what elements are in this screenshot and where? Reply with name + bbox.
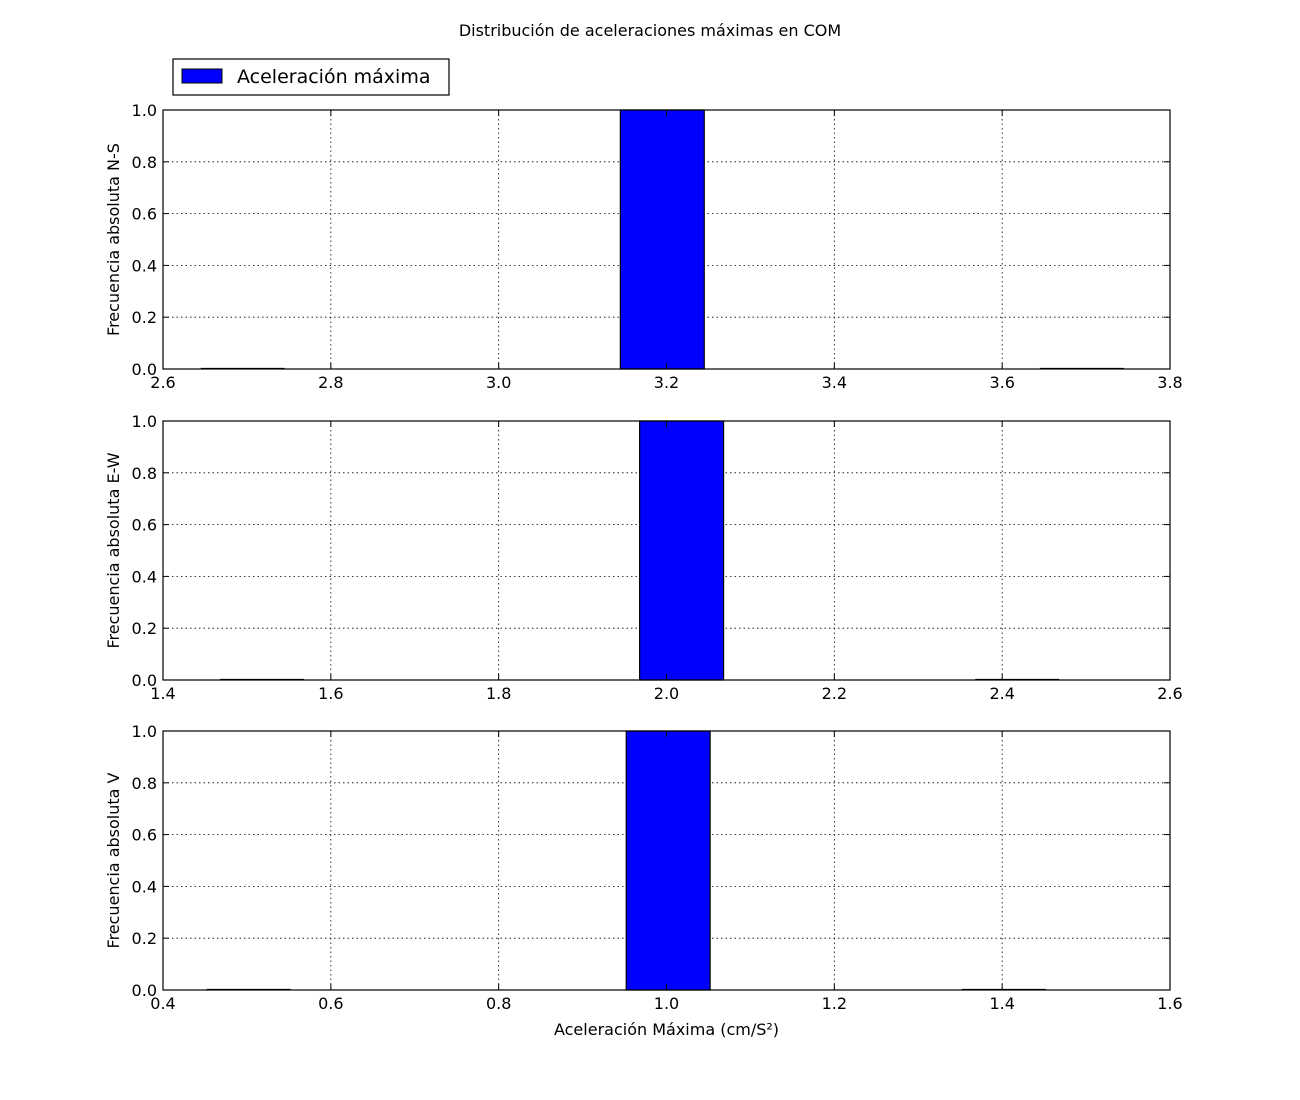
x-tick-label: 3.2 [654, 373, 679, 392]
legend-label: Aceleración máxima [237, 66, 430, 88]
x-tick-label: 1.6 [1157, 994, 1182, 1013]
x-tick-label: 1.6 [318, 684, 343, 703]
x-tick-label: 0.6 [318, 994, 343, 1013]
subplot-2: 1.4 1.6 1.8 2.0 2.2 2.4 2.6 0.0 0.2 0.4 0.6 0.8 1.0 F… [104, 412, 1183, 703]
x-tick-label: 1.2 [822, 994, 847, 1013]
y-axis-label: Frecuencia absoluta V [104, 772, 123, 948]
x-tick-label: 2.6 [150, 373, 175, 392]
y-tick-label: 0.2 [132, 929, 157, 948]
legend: Aceleración máxima [172, 58, 450, 96]
x-tick-label: 3.0 [486, 373, 511, 392]
x-tick-label: 1.8 [486, 684, 511, 703]
y-tick-label: 1.0 [132, 412, 157, 431]
x-tick-label: 0.8 [486, 994, 511, 1013]
histogram-bar [619, 109, 705, 370]
y-tick-label: 0.2 [132, 619, 157, 638]
x-tick-label: 3.4 [822, 373, 847, 392]
x-tick-label: 0.4 [150, 994, 175, 1013]
y-tick-label: 0.0 [132, 671, 157, 690]
histogram-bar [639, 420, 725, 681]
subplots: 2.6 2.8 3.0 3.2 3.4 3.6 3.8 0.0 0.2 0.4 0.6 0.8 1.0 F… [104, 101, 1183, 1039]
x-tick-label: 3.8 [1157, 373, 1182, 392]
x-tick-label: 1.4 [150, 684, 175, 703]
y-tick-label: 0.6 [132, 516, 157, 535]
subplot-1: 2.6 2.8 3.0 3.2 3.4 3.6 3.8 0.0 0.2 0.4 0.6 0.8 1.0 F… [104, 101, 1183, 392]
x-tick-label: 2.4 [989, 684, 1014, 703]
legend-swatch [181, 68, 223, 84]
x-tick-label: 2.8 [318, 373, 343, 392]
y-axis-label: Frecuencia absoluta E-W [104, 452, 123, 648]
y-tick-label: 0.6 [132, 826, 157, 845]
y-axis-label: Frecuencia absoluta N-S [104, 143, 123, 336]
y-tick-label: 0.4 [132, 877, 157, 896]
y-tick-label: 0.0 [132, 360, 157, 379]
y-tick-label: 1.0 [132, 722, 157, 741]
y-tick-label: 0.6 [132, 205, 157, 224]
x-tick-label: 1.0 [654, 994, 679, 1013]
y-tick-label: 0.8 [132, 464, 157, 483]
y-tick-label: 0.8 [132, 774, 157, 793]
figure-title: Distribución de aceleraciones máximas en… [459, 21, 841, 40]
y-tick-label: 0.0 [132, 981, 157, 1000]
y-tick-label: 0.4 [132, 256, 157, 275]
x-tick-label: 2.6 [1157, 684, 1182, 703]
x-tick-label: 2.0 [654, 684, 679, 703]
y-tick-label: 0.4 [132, 567, 157, 586]
x-tick-label: 2.2 [822, 684, 847, 703]
y-tick-label: 1.0 [132, 101, 157, 120]
x-axis-label: Aceleración Máxima (cm/S²) [554, 1020, 779, 1039]
y-tick-label: 0.8 [132, 153, 157, 172]
x-tick-label: 3.6 [989, 373, 1014, 392]
x-tick-label: 1.4 [989, 994, 1014, 1013]
subplot-3: 0.4 0.6 0.8 1.0 1.2 1.4 1.6 0.0 0.2 0.4 0.6 0.8 1.0 F… [104, 722, 1183, 1039]
histogram-bar [625, 730, 711, 991]
y-tick-label: 0.2 [132, 308, 157, 327]
